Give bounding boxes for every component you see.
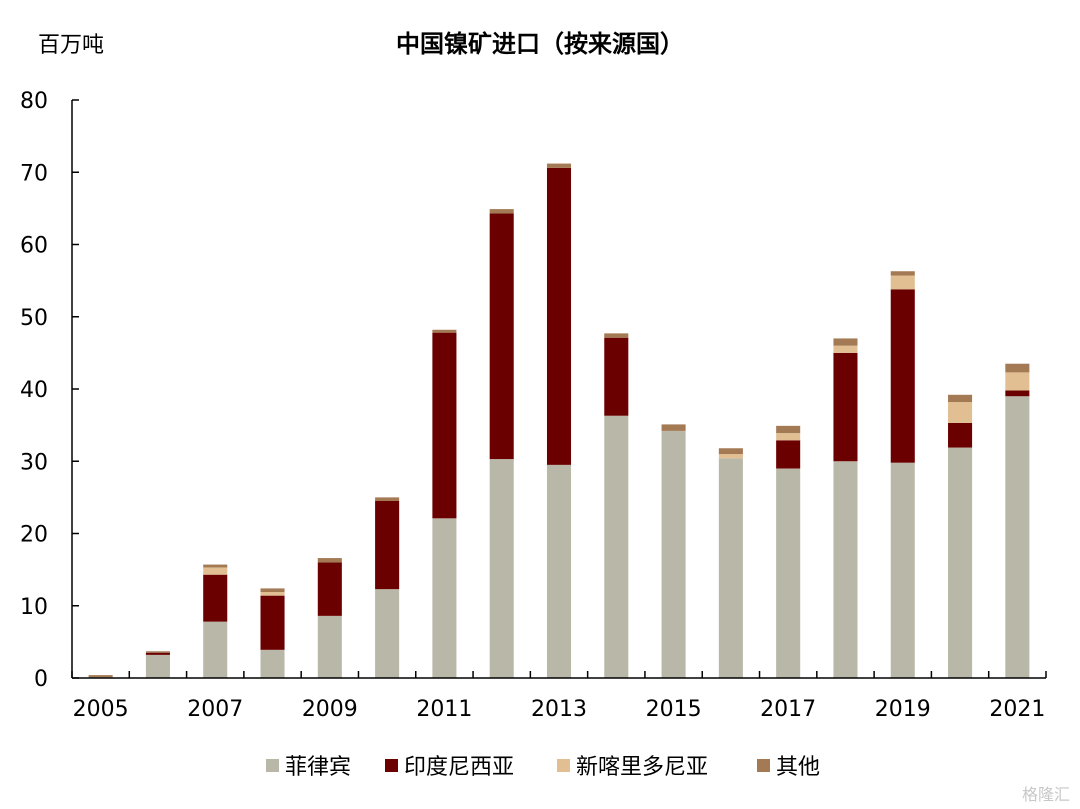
bar-segment-2014-s3 [604,333,629,338]
y-tick-label-20: 20 [20,523,48,548]
bar-segment-2021-s3 [1005,363,1030,373]
bar-segment-2021-s1 [1005,390,1030,397]
legend-swatch-3 [757,759,770,772]
bar-segment-2008-s0 [260,649,285,678]
bar-segment-2021-s2 [1005,372,1030,391]
bar-segment-2008-s2 [260,592,285,596]
legend-label-3: 其他 [776,755,820,780]
x-tick-label-2021: 2021 [989,697,1045,722]
x-tick-label-2015: 2015 [646,697,702,722]
bar-segment-2018-s0 [833,461,858,678]
bar-segment-2020-s3 [948,394,973,403]
bar-segment-2015-s0 [661,430,686,678]
bar-segment-2013-s1 [546,167,572,465]
y-tick-label-30: 30 [20,450,48,475]
bar-segment-2020-s0 [948,447,973,678]
legend: 菲律宾 印度尼西亚 新喀里多尼亚 其他 [266,755,820,780]
bar-segment-2014-s0 [604,415,629,678]
bar-segment-2018-s2 [833,345,858,353]
bar-segment-2021-s0 [1005,396,1030,678]
bar-segment-2017-s0 [776,468,801,678]
bar-segment-2019-s0 [890,462,915,678]
legend-swatch-0 [266,759,279,772]
y-tick-label-70: 70 [20,161,48,186]
bar-segment-2011-s3 [432,329,457,333]
bar-segment-2011-s1 [432,332,457,519]
bar-segment-2012-s0 [489,459,514,678]
bar-segment-2015-s3 [661,424,686,431]
bar-segment-2005-s3 [88,675,113,678]
bar-segment-2013-s3 [546,163,572,168]
bar-segment-2011-s0 [432,518,457,678]
bar-segment-2019-s2 [890,275,915,290]
legend-label-0: 菲律宾 [285,755,351,780]
bar-segment-2013-s0 [546,464,572,678]
axes-layer: 0 10 20 30 40 50 60 70 80 2005 2007 2009 2011 2013 201… [20,89,1047,722]
bar-segment-2018-s1 [833,352,858,462]
legend-label-2: 新喀里多尼亚 [576,755,708,780]
x-tick-label-2009: 2009 [302,697,358,722]
bar-segment-2016-s3 [718,448,743,455]
watermark-text: 格隆汇 [1021,785,1070,804]
bar-segment-2008-s3 [260,588,285,593]
bar-segment-2006-s1 [145,652,170,655]
bar-segment-2020-s2 [948,402,973,423]
bar-segment-2016-s0 [718,458,743,678]
x-tick-label-2007: 2007 [187,697,243,722]
x-tick-label-2013: 2013 [531,697,587,722]
bar-segment-2007-s0 [203,621,228,678]
bar-segment-2006-s3 [145,651,170,653]
bar-segment-2007-s3 [203,564,228,568]
bar-segment-2012-s3 [489,209,514,214]
bars-layer [88,163,1030,678]
bar-segment-2016-s2 [718,454,743,459]
y-tick-label-60: 60 [20,234,48,259]
y-tick-label-40: 40 [20,378,48,403]
bar-segment-2008-s1 [260,595,285,650]
bar-segment-2009-s1 [317,562,342,616]
bar-segment-2017-s2 [776,433,801,441]
bar-segment-2014-s1 [604,337,629,416]
unit-label: 百万吨 [38,33,104,58]
bar-segment-2012-s1 [489,213,514,460]
bar-segment-2010-s1 [375,500,400,590]
y-tick-label-50: 50 [20,306,48,331]
chart-title: 中国镍矿进口（按来源国） [396,30,684,58]
bar-segment-2019-s1 [890,289,915,463]
x-tick-label-2005: 2005 [73,697,129,722]
bar-segment-2007-s1 [203,574,228,622]
bar-segment-2020-s1 [948,422,973,448]
bar-segment-2019-s3 [890,271,915,276]
bar-segment-2017-s3 [776,425,801,434]
x-tick-label-2017: 2017 [760,697,816,722]
bar-segment-2006-s0 [145,654,170,678]
bar-segment-2007-s2 [203,567,228,575]
bar-segment-2018-s3 [833,338,858,346]
x-tick-label-2019: 2019 [875,697,931,722]
bar-segment-2009-s0 [317,615,342,678]
x-tick-label-2011: 2011 [416,697,472,722]
bar-segment-2010-s0 [375,589,400,678]
bar-segment-2009-s3 [317,558,342,563]
y-tick-label-0: 0 [34,667,48,692]
bar-segment-2010-s3 [375,497,400,501]
bar-segment-2017-s1 [776,440,801,469]
legend-label-1: 印度尼西亚 [404,755,514,780]
y-tick-label-80: 80 [20,89,48,114]
legend-swatch-2 [557,759,570,772]
legend-swatch-1 [385,759,398,772]
y-tick-label-10: 10 [20,595,48,620]
